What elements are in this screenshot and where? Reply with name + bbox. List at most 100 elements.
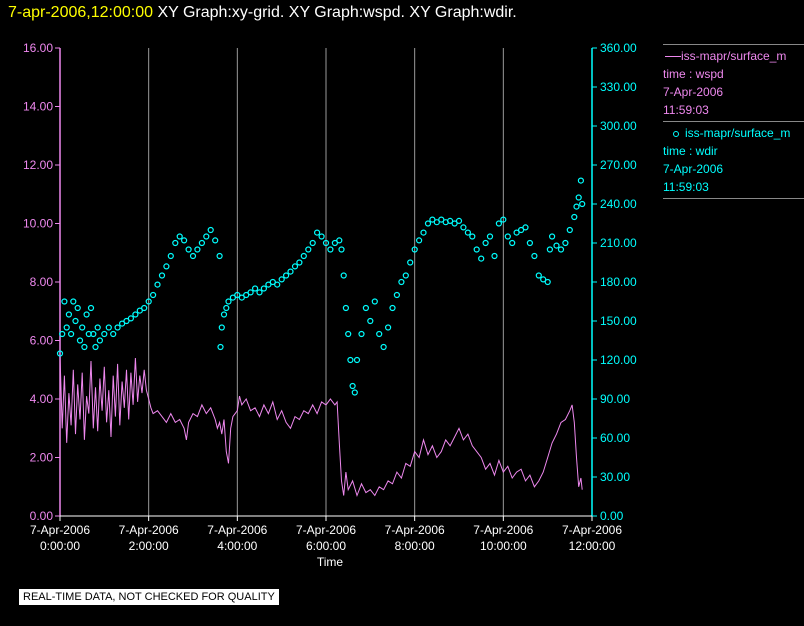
legend-wdir-date: 7-Apr-2006 bbox=[663, 162, 724, 176]
series-wdir-point bbox=[101, 330, 108, 338]
series-wdir-point bbox=[411, 246, 418, 253]
series-wdir-point bbox=[579, 200, 586, 208]
series-wdir-point bbox=[402, 272, 409, 279]
series-wdir-point bbox=[87, 304, 95, 312]
left-tick-label: 10.00 bbox=[23, 217, 53, 231]
legend-wspd-name: iss-mapr/surface_m bbox=[663, 47, 804, 65]
right-tick-label: 30.00 bbox=[600, 470, 630, 484]
series-wdir-point bbox=[351, 389, 358, 396]
series-wdir-point bbox=[540, 276, 547, 283]
x-tick-date: 7-Apr-2006 bbox=[207, 523, 267, 537]
right-tick-label: 360.00 bbox=[600, 41, 637, 55]
series-wdir-point bbox=[393, 291, 400, 299]
series-wdir-point bbox=[220, 311, 228, 318]
series-wdir-point bbox=[342, 304, 349, 312]
series-wdir-point bbox=[347, 356, 354, 364]
series-wdir-point bbox=[90, 330, 97, 338]
series-wdir-point bbox=[141, 304, 148, 312]
series-wdir-point bbox=[513, 229, 520, 236]
series-wdir-point bbox=[416, 237, 423, 244]
series-wdir-point bbox=[198, 239, 205, 247]
series-wdir-point bbox=[517, 226, 525, 234]
series-wdir-point bbox=[577, 177, 585, 184]
x-tick-date: 7-Apr-2006 bbox=[385, 523, 445, 537]
series-wdir-point bbox=[460, 224, 467, 231]
series-wdir-point bbox=[176, 233, 183, 240]
series-wdir-point bbox=[59, 330, 66, 338]
series-wdir-point bbox=[451, 220, 458, 227]
legend: iss-mapr/surface_m time : wspd 7-Apr-200… bbox=[663, 44, 804, 199]
series-wdir-point bbox=[296, 259, 303, 266]
series-wdir-point bbox=[72, 317, 79, 325]
series-wdir-point bbox=[535, 272, 542, 279]
right-tick-label: 150.00 bbox=[600, 314, 637, 328]
right-tick-label: 270.00 bbox=[600, 158, 637, 172]
right-tick-label: 210.00 bbox=[600, 236, 637, 250]
series-wdir-point bbox=[56, 350, 64, 357]
series-wdir-point bbox=[243, 291, 250, 299]
series-wdir-point bbox=[114, 324, 121, 331]
series-wdir-point bbox=[376, 330, 383, 338]
series-wdir-point bbox=[327, 246, 334, 253]
vertical-grid bbox=[148, 48, 504, 516]
series-wdir-point bbox=[495, 220, 502, 227]
series-wdir-point bbox=[274, 281, 281, 288]
right-tick-label: 300.00 bbox=[600, 119, 637, 133]
series-wdir-point bbox=[424, 220, 432, 227]
series-wdir-point bbox=[269, 278, 276, 286]
x-tick-date: 7-Apr-2006 bbox=[296, 523, 356, 537]
series-wdir-point bbox=[531, 252, 538, 260]
x-axis-label: Time bbox=[317, 555, 344, 569]
left-tick-label: 6.00 bbox=[30, 334, 54, 348]
legend-wspd-field: time : wspd bbox=[663, 67, 724, 81]
series-wdir-point bbox=[509, 239, 516, 247]
series-wdir-point bbox=[380, 343, 387, 351]
right-tick-label: 120.00 bbox=[600, 353, 637, 367]
series-wdir-point bbox=[340, 272, 347, 279]
title-bar: 7-apr-2006,12:00:00 XY Graph:xy-grid. XY… bbox=[8, 4, 517, 22]
left-tick-label: 8.00 bbox=[30, 275, 54, 289]
left-tick-label: 14.00 bbox=[23, 100, 53, 114]
series-wdir-point bbox=[194, 246, 201, 253]
series-wdir-point bbox=[247, 289, 254, 296]
line-swatch-icon bbox=[665, 56, 681, 58]
series-wdir-point bbox=[433, 219, 440, 226]
series-wdir-point bbox=[96, 337, 104, 344]
series-wdir-point bbox=[287, 268, 294, 275]
series-wdir-point bbox=[407, 259, 414, 266]
series-wdir-point bbox=[252, 285, 259, 292]
series-wdir-point bbox=[105, 324, 112, 331]
series-wdir-point bbox=[265, 281, 272, 288]
x-tick-time: 6:00:00 bbox=[306, 539, 346, 553]
right-tick-label: 330.00 bbox=[600, 80, 637, 94]
series-wdir-point bbox=[345, 330, 352, 338]
left-tick-label: 4.00 bbox=[30, 392, 54, 406]
series-wdir-point bbox=[207, 226, 214, 234]
series-wdir-point bbox=[67, 330, 75, 338]
series-wdir-point bbox=[318, 233, 325, 240]
series-wdir-point bbox=[491, 252, 498, 260]
series-wdir-point bbox=[203, 233, 210, 240]
series-wdir-point bbox=[331, 239, 338, 247]
x-axis-ticks: 7-Apr-2006 0:00:00 7-Apr-2006 2:00:00 7-Apr-… bbox=[30, 516, 622, 553]
series-wdir-point bbox=[260, 285, 267, 292]
x-tick-date: 7-Apr-2006 bbox=[119, 523, 179, 537]
series-wdir-point bbox=[132, 311, 139, 318]
series-layer bbox=[56, 177, 586, 498]
series-wdir-point bbox=[127, 315, 134, 322]
series-wdir-point bbox=[74, 304, 81, 312]
series-wdir-point bbox=[283, 272, 290, 279]
series-wdir-point bbox=[163, 263, 170, 270]
series-wdir-point bbox=[136, 307, 143, 314]
series-wdir-point bbox=[546, 246, 554, 253]
series-wdir-point bbox=[225, 298, 232, 305]
series-wdir-point bbox=[189, 252, 197, 260]
series-wdir-point bbox=[63, 324, 70, 331]
series-wdir-point bbox=[573, 203, 580, 210]
series-wdir-point bbox=[504, 233, 511, 240]
left-tick-label: 0.00 bbox=[30, 509, 54, 523]
series-wdir-point bbox=[398, 278, 405, 286]
legend-wspd-date: 7-Apr-2006 bbox=[663, 85, 724, 99]
right-tick-label: 60.00 bbox=[600, 431, 630, 445]
